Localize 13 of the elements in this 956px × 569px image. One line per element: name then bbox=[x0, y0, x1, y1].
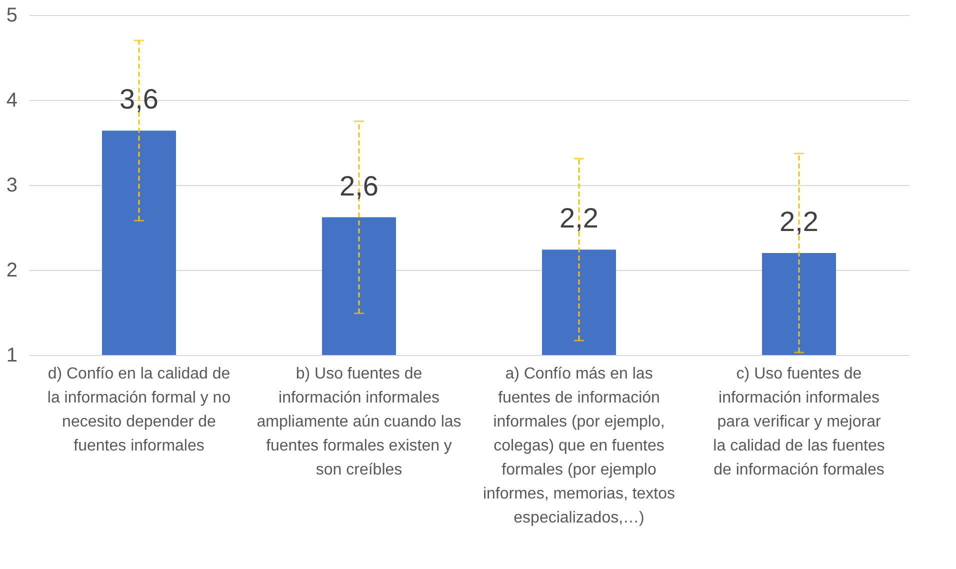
data-label: 3,6 bbox=[120, 84, 158, 115]
y-tick-label: 3 bbox=[6, 174, 18, 196]
y-tick-label: 5 bbox=[6, 4, 18, 26]
x-tick-label: c) Uso fuentes de información informales para verificar y mejorar la calidad de las fuentes de información formales bbox=[713, 366, 885, 478]
data-label: 2,2 bbox=[560, 202, 598, 234]
y-tick-label: 4 bbox=[6, 90, 18, 112]
x-tick-label: b) Uso fuentes de información informales ampliamente aún cuando las fuentes formales existen y son creíbles bbox=[256, 366, 462, 478]
y-tick-label: 1 bbox=[6, 344, 18, 366]
data-label: 2,6 bbox=[340, 170, 378, 202]
y-tick-label: 2 bbox=[6, 260, 18, 282]
x-tick-label: a) Confío más en las fuentes de información informales (por ejemplo, colegas) que en fuentes formales (por ejemplo informes, memorias, textos especializados,…) bbox=[482, 366, 676, 526]
x-tick-label: d) Confío en la calidad de la información formal y no necesito depender de fuentes informales bbox=[47, 366, 231, 454]
data-label: 2,2 bbox=[780, 206, 818, 237]
